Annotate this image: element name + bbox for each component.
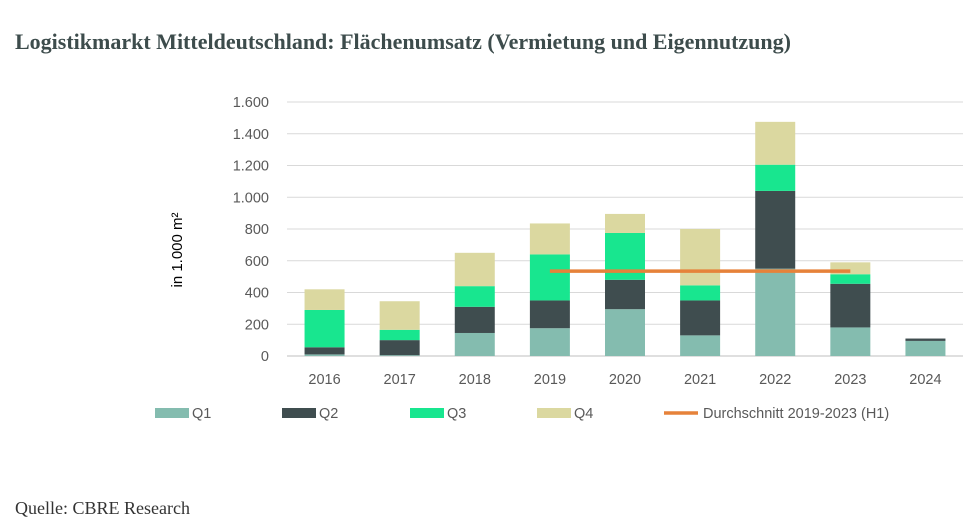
y-tick-label: 1.200 [233, 159, 269, 175]
y-tick-label: 1.000 [233, 190, 269, 206]
bar-segment-q2 [905, 338, 946, 341]
bar-segment-q4 [605, 213, 645, 233]
x-tick-label: 2024 [909, 372, 941, 388]
bar-segment-q2 [830, 283, 871, 328]
bar-segment-q3 [830, 274, 871, 284]
y-tick-label: 1.600 [233, 95, 269, 111]
legend-label-q4: Q4 [574, 406, 593, 422]
x-tick-label: 2022 [759, 372, 791, 388]
bars [304, 121, 946, 356]
y-tick-label: 0 [261, 349, 269, 365]
x-tick-label: 2020 [609, 372, 641, 388]
bar-segment-q2 [529, 300, 570, 329]
bar-segment-q4 [755, 121, 796, 165]
y-tick-label: 1.400 [233, 127, 269, 143]
bar-segment-q1 [680, 335, 721, 356]
bar-segment-q1 [529, 328, 570, 356]
y-axis: 0 200 400 600 800 1.000 1.200 1.400 1.600 [233, 95, 269, 365]
bar-segment-q3 [680, 285, 721, 301]
legend-swatch-q4 [537, 408, 571, 418]
y-tick-label: 200 [245, 317, 269, 333]
bar-segment-q3 [304, 309, 345, 348]
bar-segment-q2 [680, 300, 721, 336]
bar-segment-q2 [379, 340, 420, 356]
legend-label-q3: Q3 [447, 406, 466, 422]
bar-segment-q2 [755, 190, 796, 269]
legend-label-q1: Q1 [192, 406, 211, 422]
legend-label-average: Durchschnitt 2019-2023 (H1) [703, 406, 889, 422]
y-tick-label: 600 [245, 254, 269, 270]
legend: Q1 Q2 Q3 Q4 Durchschnitt 2019-2023 (H1) [155, 406, 889, 422]
bar-segment-q1 [379, 355, 420, 356]
y-tick-label: 800 [245, 222, 269, 238]
bar-segment-q3 [454, 286, 495, 307]
legend-label-q2: Q2 [319, 406, 338, 422]
bar-segment-q4 [379, 301, 420, 330]
bar-segment-q4 [529, 223, 570, 255]
x-tick-label: 2018 [459, 372, 491, 388]
bar-segment-q1 [905, 340, 946, 356]
legend-swatch-q3 [410, 408, 444, 418]
bar-segment-q4 [680, 229, 721, 286]
bar-segment-q1 [605, 309, 645, 356]
y-axis-title: in 1.000 m² [169, 212, 186, 287]
x-tick-label: 2016 [308, 372, 340, 388]
bar-segment-q2 [605, 279, 645, 310]
bar-segment-q3 [529, 254, 570, 301]
legend-swatch-q2 [282, 408, 316, 418]
bar-segment-q1 [830, 327, 871, 356]
y-tick-label: 400 [245, 286, 269, 302]
x-tick-label: 2021 [684, 372, 716, 388]
x-tick-label: 2017 [384, 372, 416, 388]
bar-segment-q4 [830, 262, 871, 275]
bar-segment-q4 [304, 289, 345, 310]
bar-segment-q2 [454, 306, 495, 333]
bar-segment-q2 [304, 347, 345, 355]
bar-segment-q4 [454, 252, 495, 287]
bar-segment-q1 [755, 268, 796, 356]
bar-segment-q3 [379, 329, 420, 341]
bar-segment-q1 [454, 332, 495, 356]
legend-swatch-q1 [155, 408, 189, 418]
x-tick-label: 2023 [834, 372, 866, 388]
bar-segment-q3 [755, 164, 796, 191]
source-note: Quelle: CBRE Research [15, 498, 190, 518]
x-axis: 2016 2017 2018 2019 2020 2021 2022 2023 2024 [308, 372, 941, 388]
chart-title: Logistikmarkt Mitteldeutschland: Flächen… [15, 29, 791, 54]
x-tick-label: 2019 [534, 372, 566, 388]
bar-segment-q1 [304, 354, 345, 356]
